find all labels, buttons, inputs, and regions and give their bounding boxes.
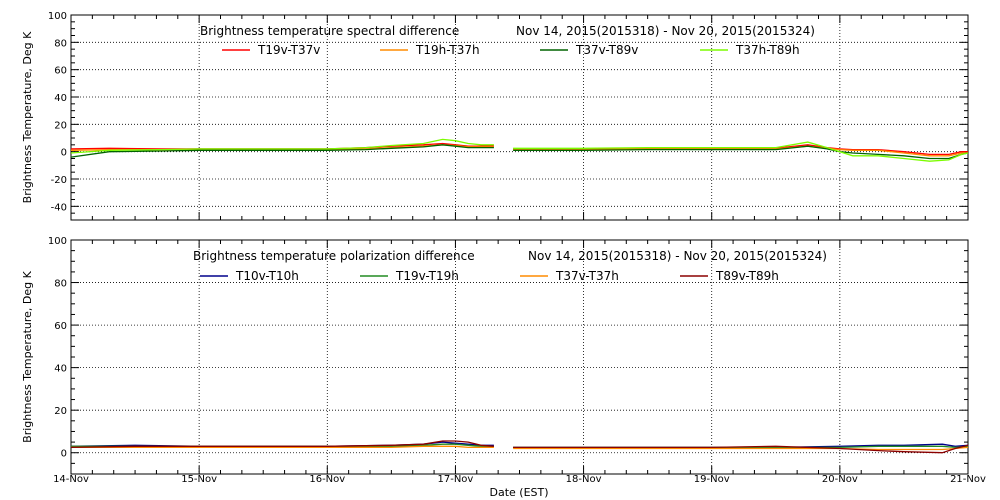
polarization-difference-panel: 0 20 40 60 80 100 Brightness Temperature, Deg … [21, 236, 969, 475]
x-tick-label: 21-Nov [950, 474, 986, 485]
y-tick-label: 100 [48, 11, 67, 22]
y-tick-label: -20 [51, 175, 67, 186]
x-tick-label: 17-Nov [437, 474, 473, 485]
legend-label: T10v-T10h [235, 269, 299, 283]
y-tick-label: 0 [61, 148, 67, 159]
x-tick-label: 15-Nov [181, 474, 217, 485]
series-line-t89v-t89h [70, 440, 969, 454]
x-axis-title: Date (EST) [489, 486, 548, 499]
y-tick-label: -40 [51, 202, 67, 213]
y-tick-label: 80 [54, 279, 67, 290]
plot-frame [70, 14, 969, 221]
y-tick-label: 40 [54, 364, 67, 375]
legend-label: T37v-T89v [575, 43, 638, 57]
x-tick-label: 18-Nov [566, 474, 602, 485]
panel-date-range: Nov 14, 2015(2015318) - Nov 20, 2015(201… [528, 249, 827, 263]
x-tick-label: 20-Nov [822, 474, 858, 485]
y-axis-title: Brightness Temperature, Deg K [21, 270, 34, 442]
panel-title: Brightness temperature polarization diff… [193, 249, 475, 263]
y-axis-title: Brightness Temperature, Deg K [21, 31, 34, 203]
plot-frame [70, 239, 969, 475]
legend-label: T19v-T37v [257, 43, 320, 57]
y-tick-label: 40 [54, 93, 67, 104]
panel-date-range: Nov 14, 2015(2015318) - Nov 20, 2015(201… [516, 24, 815, 38]
series-line-t37h-t89h [70, 138, 969, 162]
y-tick-label: 60 [54, 66, 67, 77]
x-tick-label: 14-Nov [53, 474, 89, 485]
y-tick-label: 20 [54, 406, 67, 417]
y-tick-label: 0 [61, 449, 67, 460]
legend-label: T37h-T89h [735, 43, 800, 57]
y-tick-label: 100 [48, 236, 67, 247]
y-tick-label: 60 [54, 321, 67, 332]
x-tick-label: 16-Nov [309, 474, 345, 485]
x-tick-label: 19-Nov [694, 474, 730, 485]
panel-title: Brightness temperature spectral differen… [200, 24, 459, 38]
legend-label: T37v-T37h [555, 269, 619, 283]
legend-label: T89v-T89h [715, 269, 779, 283]
y-tick-label: 20 [54, 120, 67, 131]
legend-label: T19h-T37h [415, 43, 480, 57]
legend-label: T19v-T19h [395, 269, 459, 283]
y-tick-label: 80 [54, 38, 67, 49]
spectral-difference-panel: -40 -20 0 20 40 60 80 100 Brightness Temperature… [21, 11, 969, 221]
